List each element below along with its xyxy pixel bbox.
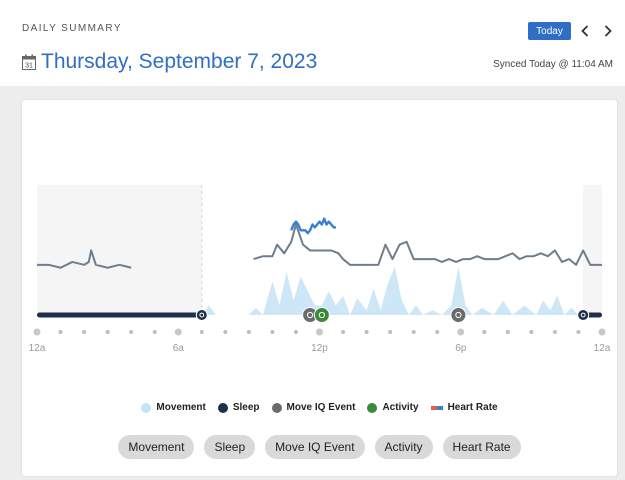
walk-icon xyxy=(455,311,462,319)
sleep-bar-0 xyxy=(37,312,202,318)
hour-dot-14 xyxy=(364,330,369,334)
hour-dot-23 xyxy=(576,330,581,334)
x-tick-label-1: 6a xyxy=(173,343,185,354)
legend-label: Movement xyxy=(156,402,206,413)
heart-rate-line-segment-1 xyxy=(253,223,602,266)
hour-dot-2 xyxy=(82,330,87,334)
legend-item-sleep: Sleep xyxy=(217,402,260,413)
legend-item-movement: Movement xyxy=(141,402,206,413)
summary-header: DAILY SUMMARY 31 Thursday, September 7, … xyxy=(0,0,625,86)
legend-swatch xyxy=(141,402,152,413)
walk-icon xyxy=(306,311,314,319)
heart-rate-active-line-segment-0 xyxy=(290,217,336,235)
bike-icon xyxy=(318,311,325,319)
alarm-icon xyxy=(199,312,205,318)
calendar-icon: 31 xyxy=(22,54,36,70)
x-tick-label-3: 6p xyxy=(455,343,467,354)
alarm-event-marker-0 xyxy=(195,309,208,321)
calendar-day: 31 xyxy=(25,63,33,70)
movement-area xyxy=(201,267,579,315)
legend-label: Move IQ Event xyxy=(286,402,356,413)
legend-item-activity: Activity xyxy=(367,402,419,413)
legend-item-move-iq-event: Move IQ Event xyxy=(271,402,356,413)
filter-heart-rate-button[interactable]: Heart Rate xyxy=(442,435,521,459)
previous-day-button[interactable] xyxy=(578,22,592,40)
daily-timeline-chart: 12a 6a 12p 6p 12a xyxy=(29,185,611,354)
hour-dot-13 xyxy=(341,330,346,334)
chevron-left-icon xyxy=(581,25,589,37)
filter-movement-button[interactable]: Movement xyxy=(118,435,195,459)
bike-event-marker-2 xyxy=(313,307,330,323)
hour-dot-0 xyxy=(33,328,41,336)
hour-dot-20 xyxy=(505,330,510,334)
sleep-region-1 xyxy=(583,185,602,315)
hour-dot-4 xyxy=(129,330,134,334)
hour-dot-1 xyxy=(58,330,63,334)
x-tick-label-4: 12a xyxy=(594,343,611,354)
hour-dot-6 xyxy=(174,328,182,336)
hour-dot-19 xyxy=(482,330,487,334)
legend-swatch xyxy=(430,405,443,410)
hour-dot-9 xyxy=(246,330,251,334)
legend-label: Sleep xyxy=(232,402,260,413)
hour-dot-24 xyxy=(598,328,606,336)
hour-dot-21 xyxy=(529,330,534,334)
x-tick-label-0: 12a xyxy=(29,343,46,354)
legend-label: Heart Rate xyxy=(447,402,498,413)
legend-swatch xyxy=(271,402,282,413)
hour-dot-22 xyxy=(552,330,557,334)
next-day-button[interactable] xyxy=(601,22,615,40)
hour-dot-10 xyxy=(270,330,275,334)
legend-swatch xyxy=(367,402,378,413)
legend-label: Activity xyxy=(382,402,419,413)
sleep-event-marker-4 xyxy=(577,309,590,321)
filter-sleep-button[interactable]: Sleep xyxy=(204,435,256,459)
x-tick-label-2: 12p xyxy=(311,343,328,354)
heart-rate-line-segment-0 xyxy=(37,249,132,269)
hour-dot-18 xyxy=(457,328,465,336)
date-row: 31 Thursday, September 7, 2023 xyxy=(22,50,317,74)
section-label: DAILY SUMMARY xyxy=(22,23,122,34)
sync-status: Synced Today @ 11:04 AM xyxy=(493,59,613,70)
sleep-icon xyxy=(580,312,586,318)
walk-event-marker-3 xyxy=(450,307,467,323)
hour-dot-17 xyxy=(435,330,440,334)
filter-activity-button[interactable]: Activity xyxy=(374,435,433,459)
sleep-region-0 xyxy=(37,185,202,315)
filter-buttons: Movement Sleep Move IQ Event Activity Heart … xyxy=(22,435,617,459)
hour-dot-12 xyxy=(316,328,323,336)
hour-dot-5 xyxy=(152,330,157,334)
hour-dot-7 xyxy=(199,330,204,334)
legend-item-heart-rate: Heart Rate xyxy=(430,402,498,413)
hour-dot-11 xyxy=(293,330,298,334)
chart-legend: Movement Sleep Move IQ Event Activity Heart … xyxy=(22,402,617,413)
legend-swatch xyxy=(217,402,228,413)
page-title: Thursday, September 7, 2023 xyxy=(41,50,318,73)
daily-chart-card: 12a 6a 12p 6p 12a Movement Sleep Move IQ Event… xyxy=(22,100,617,476)
chevron-right-icon xyxy=(604,25,612,37)
hour-dot-16 xyxy=(411,330,416,334)
hour-dot-15 xyxy=(388,330,393,334)
hour-dot-8 xyxy=(223,330,228,334)
today-button[interactable]: Today xyxy=(528,22,571,40)
filter-move-iq-event-button[interactable]: Move IQ Event xyxy=(265,435,365,459)
hour-dot-3 xyxy=(105,330,110,334)
